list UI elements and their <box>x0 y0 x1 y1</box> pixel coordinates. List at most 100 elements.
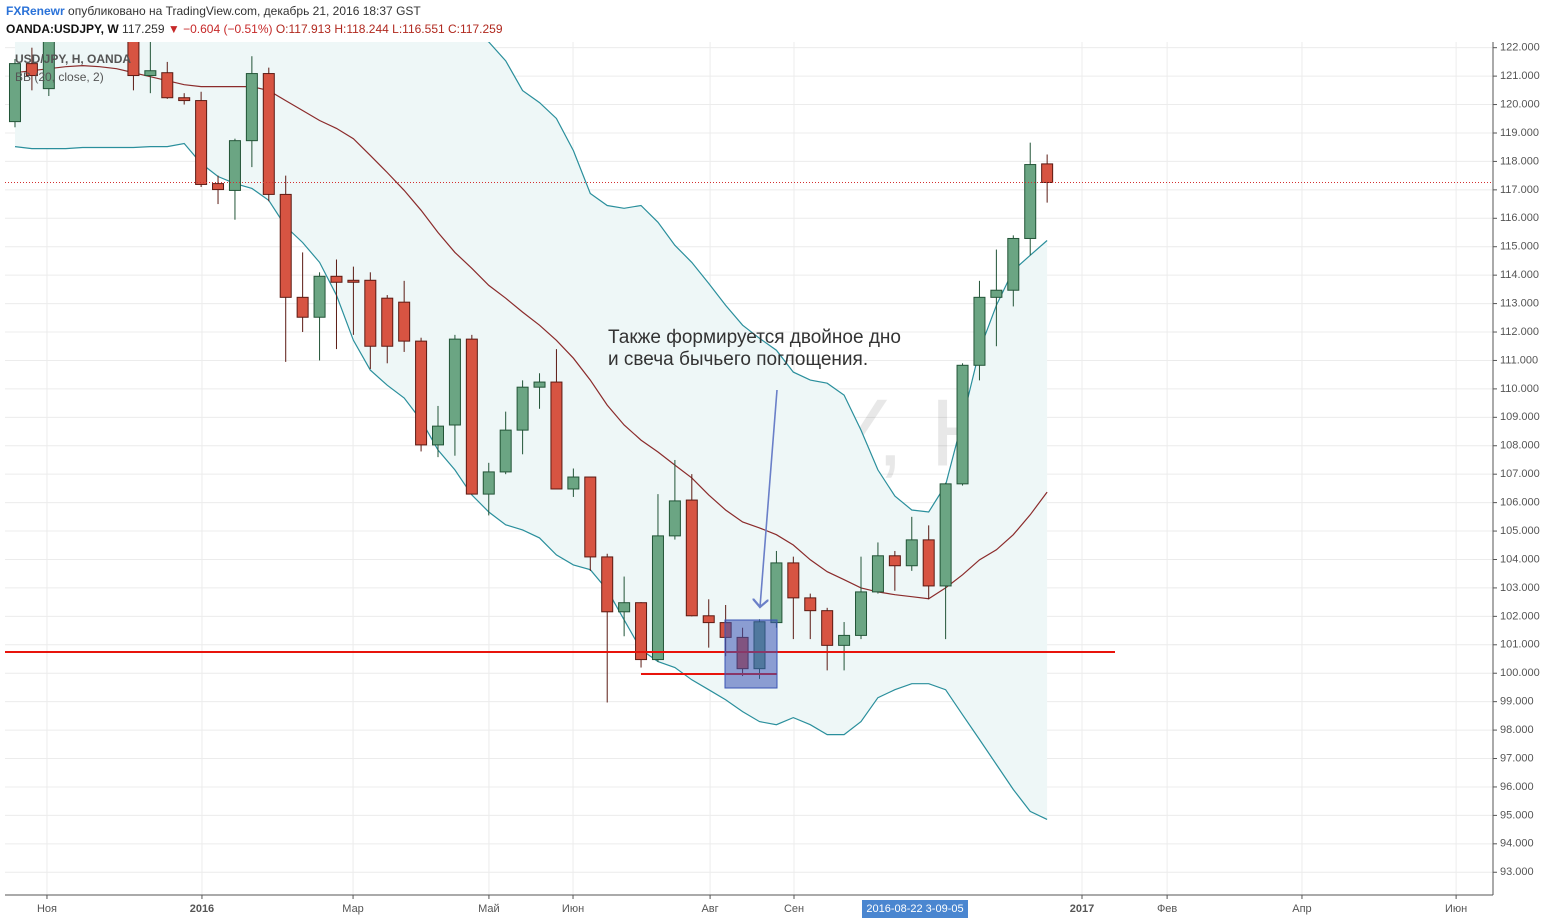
publish-line: FXRenewr опубликовано на TradingView.com… <box>6 2 503 20</box>
candle-body <box>871 555 884 593</box>
x-tick-label: 2017 <box>1070 903 1094 915</box>
arrow <box>760 389 778 607</box>
candle-body <box>161 72 174 99</box>
candle-body <box>584 476 597 558</box>
candle-body <box>838 634 851 646</box>
candle-body <box>956 364 969 485</box>
candle-body <box>787 562 800 599</box>
candle-body <box>262 73 275 195</box>
x-tick-label: Авг <box>701 903 718 915</box>
candle-body <box>939 483 952 587</box>
x-tick-label: Апр <box>1292 903 1311 915</box>
candle-body <box>550 381 563 490</box>
candle-body <box>1024 164 1037 239</box>
y-tick-label: 116.000 <box>1500 212 1539 224</box>
crosshair-label: 2016-08-22 3-09-05 <box>866 903 963 915</box>
candle-body <box>770 562 783 624</box>
candle-body <box>922 539 935 587</box>
x-tick-label: Фев <box>1157 903 1177 915</box>
band-fill <box>15 42 1048 820</box>
candle-body <box>601 556 614 613</box>
y-tick-label: 119.000 <box>1500 127 1539 139</box>
band-lower <box>14 142 1048 820</box>
candle-body <box>228 140 241 191</box>
candle-body <box>635 602 648 661</box>
candle-body <box>668 500 681 537</box>
legend-indicator: BB (20, close, 2) <box>15 70 104 84</box>
candle-body <box>144 70 157 77</box>
candle-body <box>279 193 292 298</box>
candle-body <box>398 301 411 342</box>
overlay <box>5 389 1115 689</box>
y-tick-label: 104.000 <box>1500 553 1540 565</box>
y-tick-label: 105.000 <box>1500 525 1540 537</box>
candle-body <box>618 602 631 613</box>
y-tick-label: 102.000 <box>1500 610 1540 622</box>
crosshair-label-bg <box>861 900 968 918</box>
candle-body <box>567 476 580 490</box>
y-tick-label: 112.000 <box>1500 326 1539 338</box>
candle-body <box>973 296 986 366</box>
candle-body <box>499 429 512 473</box>
annotation: Также формируется двойное дно <box>608 327 901 348</box>
y-tick-label: 99.000 <box>1500 696 1534 708</box>
candle-body <box>702 615 715 624</box>
y-tick-label: 96.000 <box>1500 781 1534 793</box>
change: ▼ −0.604 (−0.51%) <box>167 22 273 36</box>
y-tick-label: 118.000 <box>1500 155 1539 167</box>
y-tick-label: 100.000 <box>1500 667 1540 679</box>
y-tick-label: 115.000 <box>1500 241 1539 253</box>
author[interactable]: FXRenewr <box>6 4 65 18</box>
candle-body <box>431 425 444 446</box>
candle-body <box>415 340 428 446</box>
candle-body <box>245 73 258 142</box>
y-tick-label: 101.000 <box>1500 639 1540 651</box>
candle-body <box>8 63 21 123</box>
ohlc-open: O:117.913 <box>275 22 331 36</box>
x-tick-label: Июн <box>562 903 584 915</box>
annotation: и свеча бычьего поглощения. <box>608 349 868 370</box>
y-tick-label: 121.000 <box>1500 70 1540 82</box>
candle-body <box>42 42 55 90</box>
candle-body <box>313 275 326 318</box>
x-tick-label: Мар <box>342 903 364 915</box>
candle-body <box>685 499 698 617</box>
y-tick-label: 117.000 <box>1500 184 1539 196</box>
candle-body <box>533 381 546 388</box>
ohlc-close: C:117.259 <box>448 22 503 36</box>
y-tick-label: 103.000 <box>1500 582 1540 594</box>
candle-body <box>127 42 140 77</box>
ohlc-low: L:116.551 <box>392 22 445 36</box>
candle-body <box>990 289 1003 298</box>
candle-body <box>178 97 191 102</box>
candle-body <box>212 183 225 191</box>
candle-body <box>381 297 394 347</box>
last-price: 117.259 <box>122 22 165 36</box>
candle-body <box>330 275 343 283</box>
y-tick-label: 94.000 <box>1500 838 1534 850</box>
candle-body <box>1041 163 1054 183</box>
y-tick-label: 108.000 <box>1500 440 1540 452</box>
plot-area: USDJPY, HUSD/JPY <box>5 42 1493 820</box>
y-tick-label: 97.000 <box>1500 752 1534 764</box>
y-tick-label: 109.000 <box>1500 411 1540 423</box>
y-tick-label: 114.000 <box>1500 269 1539 281</box>
header: FXRenewr опубликовано на TradingView.com… <box>6 2 503 38</box>
ohlc-high: H:118.244 <box>334 22 389 36</box>
candle-body <box>888 555 901 567</box>
y-tick-label: 107.000 <box>1500 468 1540 480</box>
candle-body <box>651 535 664 661</box>
highlight-box <box>724 619 778 689</box>
candle-body <box>448 338 461 426</box>
candle-body <box>516 386 529 431</box>
y-tick-label: 93.000 <box>1500 866 1534 878</box>
published: опубликовано на TradingView.com, декабрь… <box>68 4 421 18</box>
candle-body <box>482 471 495 495</box>
candle-body <box>1007 237 1020 291</box>
x-tick-label: Июн <box>1445 903 1467 915</box>
y-tick-label: 98.000 <box>1500 724 1534 736</box>
x-tick-label: Май <box>478 903 500 915</box>
